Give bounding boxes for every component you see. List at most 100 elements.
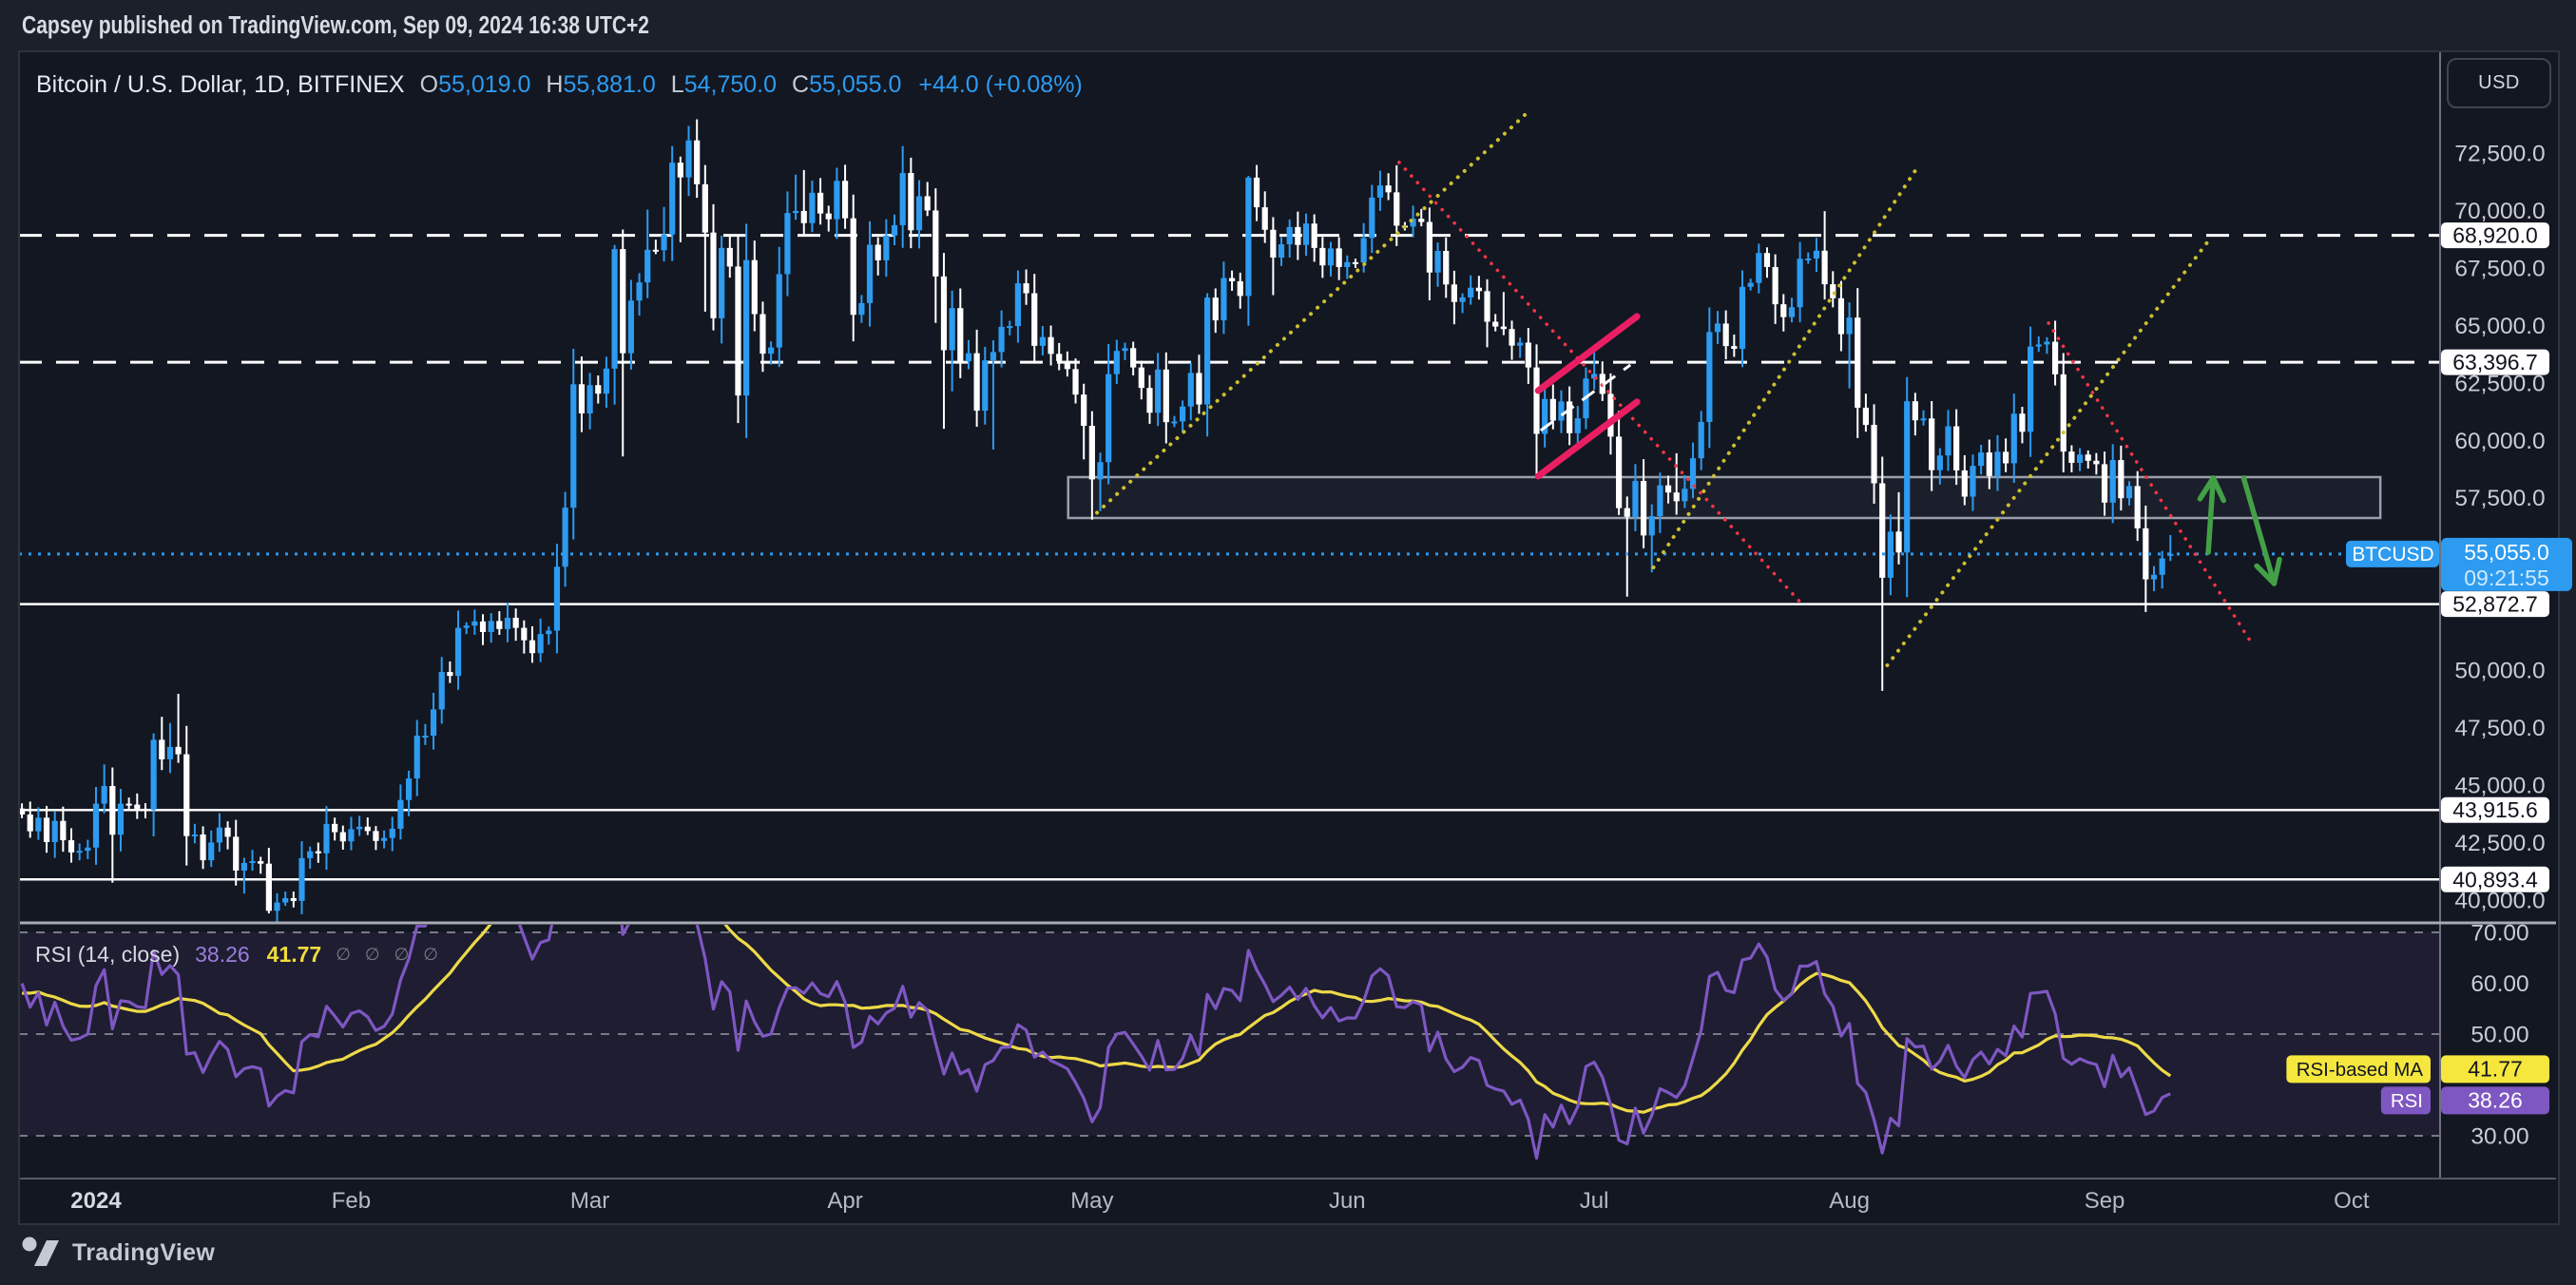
candle[interactable] [76, 843, 83, 861]
candle[interactable] [1475, 276, 1482, 300]
candle[interactable] [405, 770, 413, 816]
candle[interactable] [726, 236, 733, 278]
candle[interactable] [570, 349, 577, 540]
candle[interactable] [1410, 205, 1416, 238]
candle[interactable] [183, 725, 190, 866]
candle[interactable] [191, 823, 199, 844]
candle[interactable] [546, 626, 552, 645]
candle[interactable] [2159, 550, 2165, 589]
candle[interactable] [586, 373, 593, 430]
candle[interactable] [1097, 452, 1104, 511]
trendline-drawing[interactable] [1534, 398, 1641, 480]
candle[interactable] [603, 356, 610, 408]
trendline-drawing[interactable] [1397, 161, 1804, 606]
candle[interactable] [1945, 410, 1951, 471]
candle[interactable] [430, 692, 437, 750]
candle[interactable] [1558, 390, 1565, 433]
candle[interactable] [924, 182, 931, 217]
candle[interactable] [356, 815, 363, 836]
candle[interactable] [1763, 247, 1771, 278]
candle[interactable] [1023, 269, 1029, 305]
candle[interactable] [1698, 411, 1704, 470]
candle[interactable] [1525, 328, 1531, 384]
candle[interactable] [1376, 170, 1384, 211]
candle[interactable] [1122, 342, 1128, 360]
candle[interactable] [438, 657, 445, 724]
candle[interactable] [1434, 242, 1441, 287]
candle[interactable] [1731, 335, 1738, 357]
candle[interactable] [2051, 320, 2059, 386]
candle[interactable] [1830, 271, 1836, 308]
candle[interactable] [67, 828, 75, 863]
candle[interactable] [784, 191, 791, 297]
candle[interactable] [2060, 353, 2067, 472]
candle[interactable] [1648, 504, 1655, 573]
candle[interactable] [1517, 337, 1524, 358]
candle[interactable] [1912, 393, 1918, 436]
candle[interactable] [866, 221, 874, 327]
candle[interactable] [652, 240, 659, 255]
candle[interactable] [998, 310, 1005, 368]
candle[interactable] [1855, 288, 1861, 438]
candle[interactable] [1722, 310, 1729, 360]
candle[interactable] [1492, 314, 1499, 332]
candle[interactable] [175, 694, 182, 763]
candle[interactable] [307, 846, 314, 870]
candle[interactable] [1542, 386, 1548, 448]
candle[interactable] [1443, 237, 1450, 298]
symbol-title[interactable]: Bitcoin / U.S. Dollar, 1D, BITFINEX [36, 70, 405, 98]
candle[interactable] [1664, 475, 1672, 504]
candle[interactable] [1418, 208, 1425, 227]
candle[interactable] [1624, 496, 1630, 597]
candle[interactable] [1970, 454, 1976, 511]
candle[interactable] [479, 614, 487, 645]
currency-button[interactable]: USD [2447, 58, 2551, 108]
candle[interactable] [768, 341, 775, 365]
candle[interactable] [19, 803, 26, 818]
candle[interactable] [825, 205, 832, 232]
candle[interactable] [1056, 342, 1063, 371]
candle[interactable] [1953, 409, 1960, 486]
candle[interactable] [1632, 464, 1639, 531]
candle[interactable] [2028, 326, 2034, 457]
candle[interactable] [2118, 445, 2124, 511]
up-arrow-drawing[interactable] [2197, 475, 2227, 555]
candle[interactable] [274, 892, 280, 922]
candle[interactable] [1336, 237, 1342, 280]
candle[interactable] [694, 119, 701, 199]
candle[interactable] [1986, 439, 1992, 489]
candle[interactable] [1113, 339, 1120, 384]
candle[interactable] [1180, 400, 1186, 432]
candle[interactable] [1862, 393, 1869, 432]
candle[interactable] [233, 819, 240, 886]
candle[interactable] [463, 622, 470, 635]
candle[interactable] [2003, 438, 2009, 472]
candle[interactable] [1459, 293, 1466, 314]
candle[interactable] [1607, 373, 1614, 455]
candle[interactable] [2035, 336, 2042, 353]
time-axis[interactable]: 2024 Feb Mar Apr May Jun Jul Aug Sep Oct [70, 1188, 2370, 1214]
candle[interactable] [685, 125, 692, 197]
candle[interactable] [1500, 292, 1507, 336]
candle[interactable] [1871, 404, 1877, 504]
candle[interactable] [1929, 401, 1935, 491]
candle[interactable] [323, 806, 330, 871]
candle[interactable] [1772, 254, 1778, 324]
candle[interactable] [1212, 288, 1219, 334]
candle[interactable] [875, 237, 881, 276]
down-arrow-drawing[interactable] [2240, 475, 2282, 586]
candle[interactable] [364, 817, 371, 835]
candle[interactable] [27, 801, 33, 838]
candle[interactable] [1887, 514, 1894, 596]
candle[interactable] [899, 145, 906, 248]
candle[interactable] [834, 167, 840, 240]
candle[interactable] [2143, 505, 2149, 612]
candle[interactable] [1081, 383, 1087, 460]
candle[interactable] [990, 340, 997, 450]
candle[interactable] [595, 375, 602, 404]
candle[interactable] [1591, 352, 1598, 391]
candle[interactable] [809, 181, 816, 233]
candle[interactable] [200, 826, 206, 870]
price-axis[interactable]: 72,500.0 70,000.0 67,500.0 65,000.0 62,500.0… [2286, 142, 2572, 1150]
